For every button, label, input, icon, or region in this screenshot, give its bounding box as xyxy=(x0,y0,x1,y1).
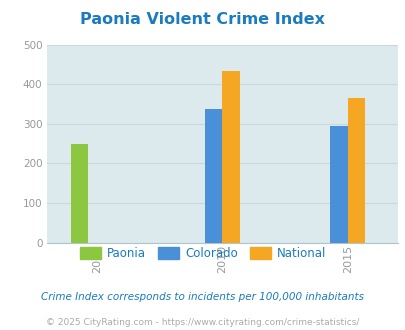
Legend: Paonia, Colorado, National: Paonia, Colorado, National xyxy=(75,242,330,265)
Bar xyxy=(222,72,239,243)
Bar xyxy=(329,126,347,243)
Bar xyxy=(70,144,88,243)
Text: © 2025 CityRating.com - https://www.cityrating.com/crime-statistics/: © 2025 CityRating.com - https://www.city… xyxy=(46,318,359,327)
Text: Paonia Violent Crime Index: Paonia Violent Crime Index xyxy=(80,12,325,26)
Bar xyxy=(204,109,222,243)
Text: Crime Index corresponds to incidents per 100,000 inhabitants: Crime Index corresponds to incidents per… xyxy=(41,292,364,302)
Bar xyxy=(347,98,364,243)
